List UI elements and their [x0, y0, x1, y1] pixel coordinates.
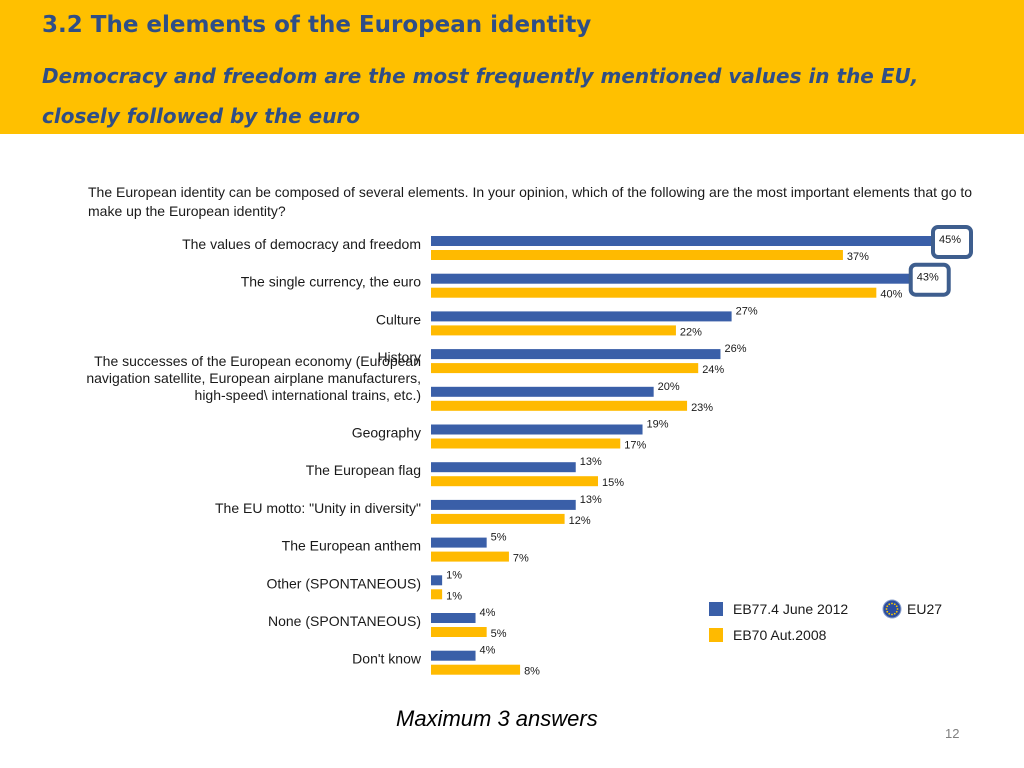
- category-label: The European flag: [306, 462, 421, 478]
- eu-flag-star: [891, 602, 893, 605]
- bar: [431, 438, 621, 449]
- bar: [431, 589, 443, 600]
- data-label: 19%: [647, 419, 669, 431]
- legend-label-eu27: EU27: [907, 601, 942, 617]
- bar: [431, 664, 521, 675]
- legend-label: EB77.4 June 2012: [733, 601, 848, 617]
- category-label: Don't know: [352, 651, 422, 667]
- page-subtitle: Democracy and freedom are the most frequ…: [42, 64, 919, 128]
- category-label: History: [377, 349, 421, 365]
- bar: [431, 513, 565, 524]
- bar: [431, 236, 932, 246]
- data-label: 5%: [491, 532, 507, 544]
- bar: [431, 499, 576, 510]
- eu-flag-star: [888, 612, 891, 615]
- bar: [431, 537, 487, 548]
- category-label: The values of democracy and freedom: [182, 236, 421, 252]
- category-label: The successes of the European economy (E…: [94, 353, 421, 369]
- eu-flag-star: [895, 605, 898, 608]
- eu-flag-star: [886, 605, 889, 608]
- data-label: 4%: [480, 645, 496, 657]
- bar: [431, 400, 688, 411]
- bar: [431, 627, 487, 637]
- eu-flag-star: [896, 608, 899, 610]
- category-label: navigation satellite, European airplane …: [86, 370, 421, 386]
- bar: [431, 349, 721, 360]
- legend-label: EB70 Aut.2008: [733, 627, 827, 643]
- eu-flag-star: [893, 603, 896, 606]
- bar: [431, 386, 654, 397]
- data-label: 4%: [480, 607, 496, 619]
- data-label: 8%: [524, 666, 540, 678]
- category-label: high-speed\ international trains, etc.): [195, 387, 421, 403]
- data-label: 5%: [491, 628, 507, 640]
- data-label: 15%: [602, 477, 624, 489]
- eu-flag-star: [885, 608, 888, 610]
- bar: [431, 462, 576, 473]
- data-label: 22%: [680, 326, 702, 338]
- footnote: Maximum 3 answers: [396, 706, 598, 731]
- eu-flag-star: [895, 610, 898, 613]
- data-label: 40%: [880, 289, 902, 301]
- data-label: 17%: [624, 440, 646, 452]
- bar: [431, 551, 509, 562]
- category-label: Other (SPONTANEOUS): [266, 575, 421, 591]
- eu-flag-star: [891, 613, 893, 616]
- category-label: The European anthem: [282, 538, 421, 554]
- bar: [431, 325, 676, 336]
- data-label: 12%: [569, 515, 591, 527]
- data-label: 13%: [580, 456, 602, 468]
- legend-swatch: [709, 602, 723, 616]
- bar: [431, 363, 699, 374]
- data-label: 43%: [917, 272, 939, 284]
- header-banner: 3.2 The elements of the European identit…: [0, 0, 1024, 134]
- data-label: 26%: [724, 343, 746, 355]
- bar: [431, 250, 843, 260]
- eu-flag-icon: [882, 599, 902, 619]
- highlight-box: [931, 225, 973, 259]
- data-label: 20%: [658, 381, 680, 393]
- data-label: 7%: [513, 553, 529, 565]
- category-label: The EU motto: "Unity in diversity": [215, 500, 421, 516]
- bar: [431, 613, 476, 623]
- bar: [431, 476, 598, 487]
- data-label: 1%: [446, 590, 462, 602]
- data-label: 24%: [702, 364, 724, 376]
- legend-swatch: [709, 628, 723, 642]
- page-number: 12: [945, 726, 960, 741]
- category-label: The single currency, the euro: [241, 274, 421, 290]
- data-label: 37%: [847, 251, 869, 263]
- eu-flag-star: [888, 603, 891, 606]
- eu-flag-star: [886, 610, 889, 613]
- eu-flag-star: [893, 612, 896, 615]
- page-title: 3.2 The elements of the European identit…: [42, 12, 592, 38]
- category-label: None (SPONTANEOUS): [268, 613, 421, 629]
- bar: [431, 311, 732, 322]
- bar: [431, 424, 643, 435]
- category-label: Geography: [352, 425, 421, 441]
- category-label: Culture: [376, 311, 421, 327]
- data-label: 23%: [691, 402, 713, 414]
- data-label: 27%: [736, 305, 758, 317]
- highlight-box: [908, 262, 951, 297]
- data-label: 45%: [939, 234, 961, 246]
- bar-chart: The values of democracy and freedom 45% 37…: [86, 225, 973, 678]
- bar: [431, 650, 476, 661]
- survey-question: The European identity can be composed of…: [88, 184, 973, 219]
- bar: [431, 575, 443, 586]
- bar: [431, 273, 910, 284]
- data-label: 13%: [580, 494, 602, 506]
- data-label: 1%: [446, 569, 462, 581]
- bar: [431, 287, 877, 298]
